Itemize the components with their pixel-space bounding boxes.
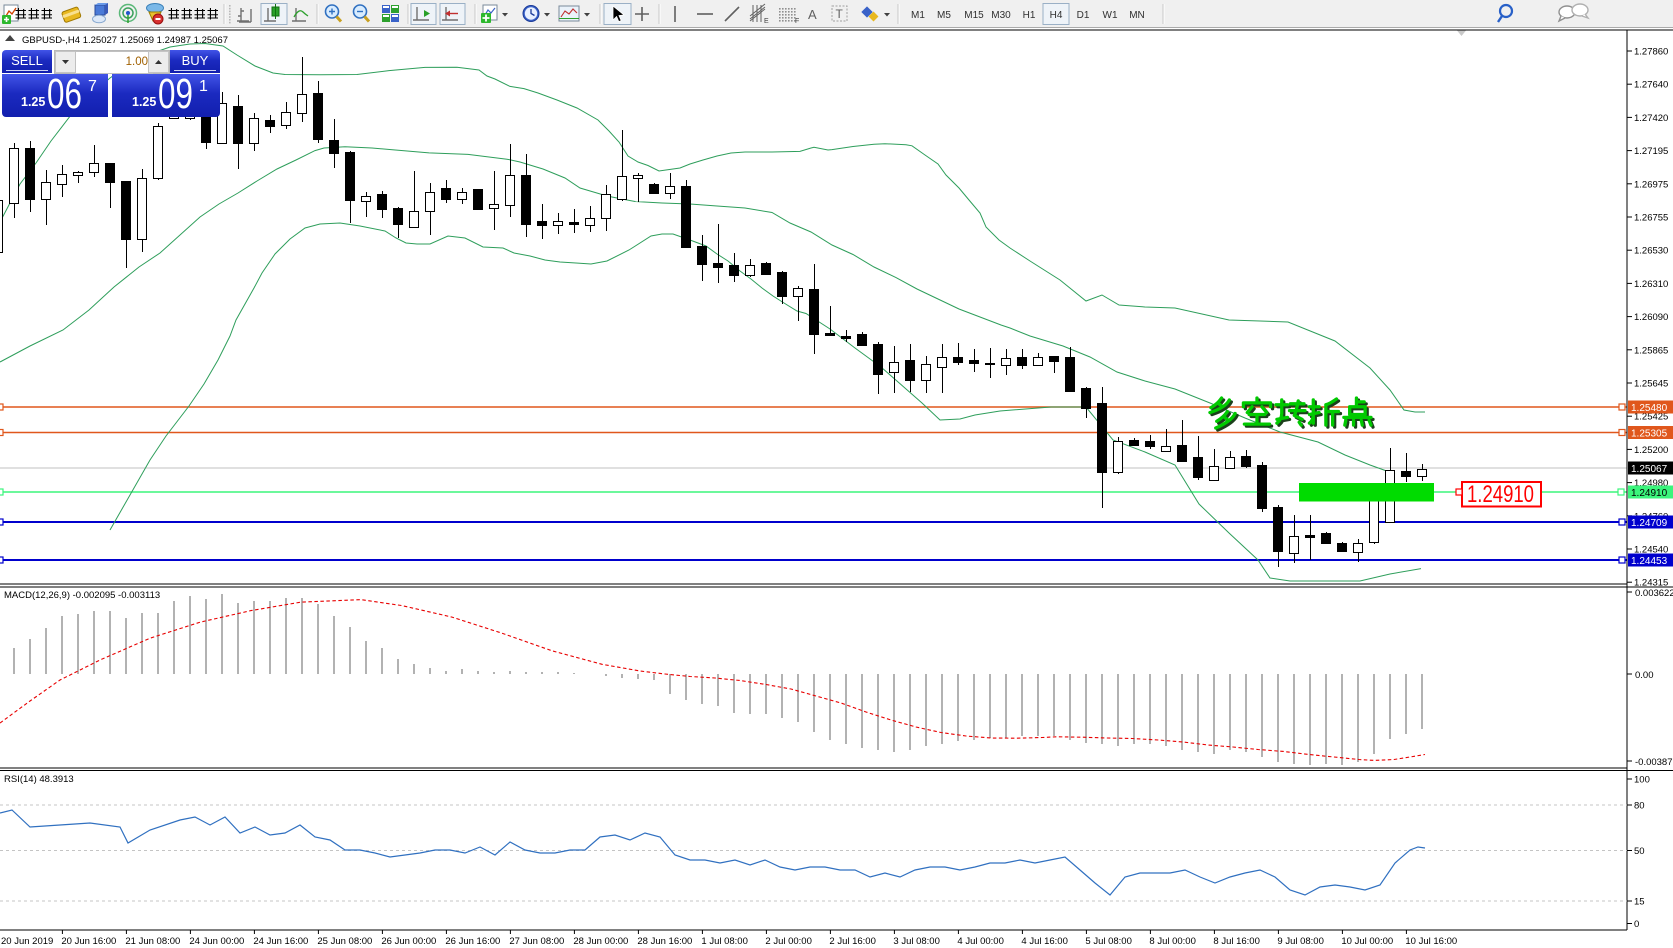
svg-text:1.25067: 1.25067: [1631, 464, 1668, 475]
svg-text:1.26310: 1.26310: [1634, 279, 1668, 290]
svg-text:21 Jun 08:00: 21 Jun 08:00: [125, 936, 180, 947]
svg-text:2 Jul 00:00: 2 Jul 00:00: [765, 936, 811, 947]
svg-text:D1: D1: [1077, 10, 1090, 21]
svg-text:0.003622: 0.003622: [1635, 588, 1673, 599]
svg-text:H4: H4: [1050, 10, 1063, 21]
svg-text:1.27420: 1.27420: [1634, 113, 1668, 124]
svg-text:GBPUSD-,H4 1.25027 1.25069 1.: GBPUSD-,H4 1.25027 1.25069 1.24987 1.250…: [22, 35, 228, 46]
svg-text:25 Jun 08:00: 25 Jun 08:00: [317, 936, 372, 947]
svg-text:T: T: [836, 7, 844, 21]
svg-text:W1: W1: [1103, 10, 1118, 21]
svg-text:20 Jun 16:00: 20 Jun 16:00: [61, 936, 116, 947]
svg-text:1.25865: 1.25865: [1634, 345, 1668, 356]
svg-text:M15: M15: [964, 10, 984, 21]
svg-text:1.24540: 1.24540: [1634, 545, 1668, 556]
svg-text:1.25480: 1.25480: [1631, 403, 1668, 414]
svg-text:24 Jun 16:00: 24 Jun 16:00: [253, 936, 308, 947]
svg-text:2 Jul 16:00: 2 Jul 16:00: [829, 936, 875, 947]
svg-text:MN: MN: [1129, 10, 1145, 21]
svg-text:10 Jul 16:00: 10 Jul 16:00: [1405, 936, 1457, 947]
svg-text:H1: H1: [1023, 10, 1036, 21]
svg-text:1.27195: 1.27195: [1634, 146, 1668, 157]
svg-text:80: 80: [1634, 801, 1645, 812]
svg-text:4 Jul 16:00: 4 Jul 16:00: [1021, 936, 1067, 947]
svg-text:9 Jul 08:00: 9 Jul 08:00: [1277, 936, 1323, 947]
svg-text:1.27860: 1.27860: [1634, 47, 1668, 58]
svg-text:1.24453: 1.24453: [1631, 556, 1668, 567]
svg-text:A: A: [808, 7, 817, 22]
svg-text:1.25305: 1.25305: [1631, 429, 1668, 440]
svg-text:1.24709: 1.24709: [1631, 518, 1668, 529]
svg-text:24 Jun 00:00: 24 Jun 00:00: [189, 936, 244, 947]
svg-text:100: 100: [1634, 775, 1650, 786]
svg-text:F: F: [795, 18, 799, 25]
svg-text:50: 50: [1634, 846, 1645, 857]
svg-text:27 Jun 08:00: 27 Jun 08:00: [509, 936, 564, 947]
svg-text:M1: M1: [911, 10, 925, 21]
svg-text:1.26975: 1.26975: [1634, 179, 1668, 190]
svg-text:5 Jul 08:00: 5 Jul 08:00: [1085, 936, 1131, 947]
svg-text:-0.003877: -0.003877: [1635, 757, 1673, 768]
svg-text:28 Jun 16:00: 28 Jun 16:00: [637, 936, 692, 947]
svg-text:8 Jul 00:00: 8 Jul 00:00: [1149, 936, 1195, 947]
svg-text:1.24910: 1.24910: [1467, 481, 1534, 508]
svg-text:1 Jul 08:00: 1 Jul 08:00: [701, 936, 747, 947]
svg-text:15: 15: [1634, 897, 1645, 908]
svg-text:10 Jul 00:00: 10 Jul 00:00: [1341, 936, 1393, 947]
svg-text:20 Jun 2019: 20 Jun 2019: [1, 936, 53, 947]
svg-text:0.00: 0.00: [1635, 670, 1654, 681]
svg-text:RSI(14) 48.3913: RSI(14) 48.3913: [4, 774, 74, 785]
svg-text:E: E: [764, 18, 769, 25]
svg-text:MACD(12,26,9) -0.002095 -0.003: MACD(12,26,9) -0.002095 -0.003113: [4, 590, 160, 601]
svg-text:1.25200: 1.25200: [1634, 445, 1668, 456]
svg-text:1.26755: 1.26755: [1634, 213, 1668, 224]
svg-text:1.26530: 1.26530: [1634, 246, 1668, 257]
svg-text:26 Jun 00:00: 26 Jun 00:00: [381, 936, 436, 947]
svg-text:26 Jun 16:00: 26 Jun 16:00: [445, 936, 500, 947]
svg-text:M30: M30: [991, 10, 1011, 21]
svg-text:28 Jun 00:00: 28 Jun 00:00: [573, 936, 628, 947]
svg-text:M5: M5: [937, 10, 951, 21]
svg-text:8 Jul 16:00: 8 Jul 16:00: [1213, 936, 1259, 947]
svg-text:1.24980: 1.24980: [1634, 478, 1668, 489]
svg-text:1.26090: 1.26090: [1634, 312, 1668, 323]
svg-text:1.24315: 1.24315: [1634, 578, 1668, 589]
svg-text:1.25645: 1.25645: [1634, 379, 1668, 390]
svg-text:1.24910: 1.24910: [1631, 488, 1668, 499]
svg-text:0: 0: [1634, 919, 1639, 930]
svg-text:1.25425: 1.25425: [1634, 412, 1668, 423]
svg-text:1.27640: 1.27640: [1634, 80, 1668, 91]
svg-text:4 Jul 00:00: 4 Jul 00:00: [957, 936, 1003, 947]
svg-text:3 Jul 08:00: 3 Jul 08:00: [893, 936, 939, 947]
